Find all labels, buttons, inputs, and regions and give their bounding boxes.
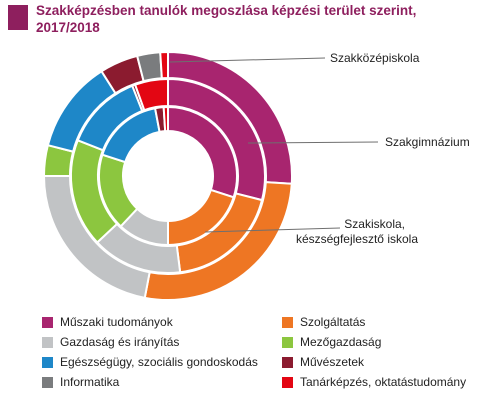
donut-rings — [42, 50, 293, 301]
ring-label-inner-line-2: készségfejlesztő iskola — [296, 232, 418, 246]
ring-label-outer: Szakközépiskola — [330, 51, 420, 65]
ring-label-inner-line-1: Szakiskola, — [344, 217, 405, 231]
title-marker — [8, 5, 28, 30]
legend-label: Gazdaság és irányítás — [60, 335, 180, 349]
legend-swatch — [42, 316, 53, 328]
chart-title: Szakképzésben tanulók megoszlása képzési… — [36, 2, 496, 36]
legend-label: Tanárképzés, oktatástudomány — [300, 375, 467, 389]
legend-item: Informatika — [42, 375, 119, 389]
legend-swatch — [42, 336, 53, 348]
chart-title-line-2: 2017/2018 — [36, 20, 100, 35]
legend-swatch — [282, 316, 293, 328]
legend-swatch — [282, 356, 293, 368]
legend-swatch — [282, 376, 293, 388]
legend-swatch — [42, 356, 53, 368]
slice-outer-7 — [159, 50, 169, 80]
legend-label: Művészetek — [300, 355, 365, 369]
legend-label: Mezőgazdaság — [300, 335, 382, 349]
legend-swatch — [42, 376, 53, 388]
chart-title-line-1: Szakképzésben tanulók megoszlása képzési… — [36, 3, 417, 18]
legend-label: Szolgáltatás — [300, 315, 366, 329]
legend-item: Szolgáltatás — [282, 315, 365, 329]
legend-item: Gazdaság és irányítás — [42, 335, 179, 349]
legend-item: Mezőgazdaság — [282, 335, 381, 349]
legend-label: Informatika — [60, 375, 120, 389]
leader-line-middle — [247, 141, 379, 144]
legend-label: Műszaki tudományok — [60, 315, 173, 329]
legend-item: Művészetek — [282, 355, 364, 369]
nested-donut-chart: Szakközépiskola Szakgimnázium Szakiskola… — [42, 50, 470, 301]
legend-item: Műszaki tudományok — [42, 315, 173, 329]
legend-swatch — [282, 336, 293, 348]
ring-label-middle: Szakgimnázium — [385, 135, 470, 149]
ring-leader-lines — [169, 57, 379, 233]
leader-line-outer — [169, 57, 326, 63]
legend-item: Tanárképzés, oktatástudomány — [282, 375, 466, 389]
legend-item: Egészségügy, szociális gondoskodás — [42, 355, 258, 369]
legend-label: Egészségügy, szociális gondoskodás — [60, 355, 258, 369]
slice-inner-7 — [162, 105, 169, 133]
leader-line-inner — [204, 227, 341, 233]
